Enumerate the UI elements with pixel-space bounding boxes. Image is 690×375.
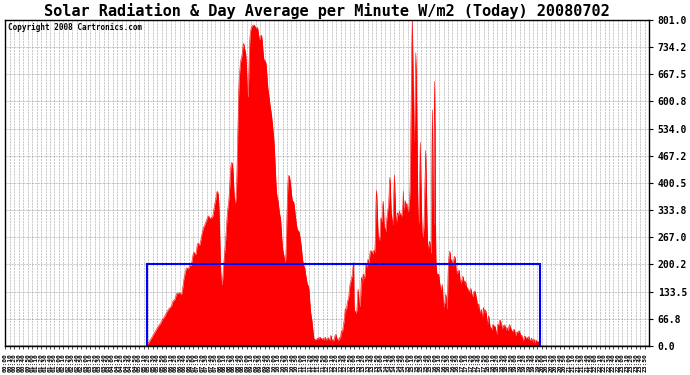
Bar [146, 264, 540, 346]
Title: Solar Radiation & Day Average per Minute W/m2 (Today) 20080702: Solar Radiation & Day Average per Minute… [44, 3, 610, 19]
Text: Copyright 2008 Cartronics.com: Copyright 2008 Cartronics.com [8, 23, 143, 32]
